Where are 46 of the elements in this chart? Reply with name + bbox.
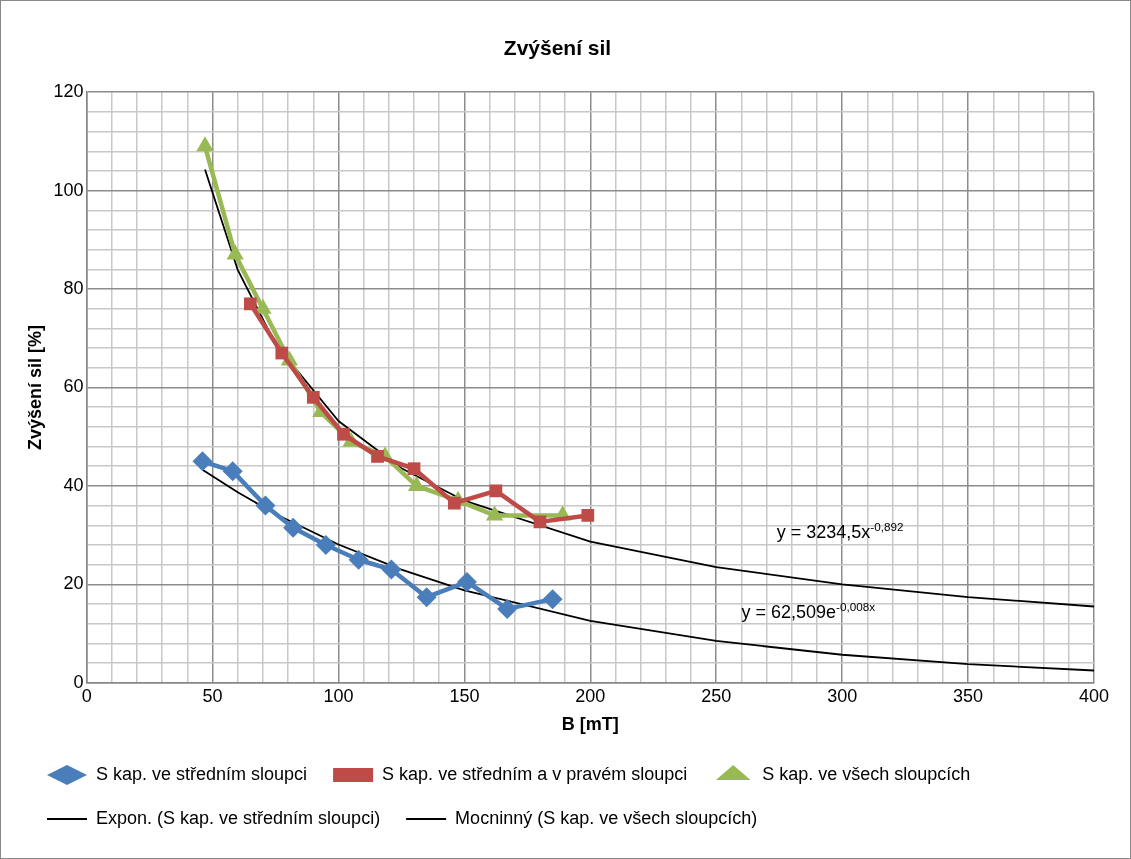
y-tick-label: 40 <box>63 474 84 495</box>
point <box>348 549 369 570</box>
point <box>581 509 595 522</box>
point <box>542 589 563 610</box>
point <box>337 427 350 441</box>
x-tick-label: 250 <box>701 685 732 706</box>
point <box>489 484 503 498</box>
point <box>416 587 437 608</box>
legend-label: S kap. ve středním a v pravém sloupci <box>382 763 688 784</box>
point <box>497 598 518 619</box>
y-tick-label: 60 <box>63 376 84 397</box>
point <box>255 495 276 516</box>
x-tick-label: 150 <box>449 685 480 706</box>
point <box>456 571 477 592</box>
y-tick-label: 20 <box>63 573 84 594</box>
legend-label: S kap. ve středním sloupci <box>96 763 308 784</box>
point <box>243 297 257 311</box>
point <box>447 496 461 510</box>
x-tick-label: 300 <box>827 685 858 706</box>
point <box>315 534 336 555</box>
point <box>381 559 402 580</box>
x-tick-label: 200 <box>575 685 606 706</box>
point <box>226 244 244 260</box>
x-tick-label: 350 <box>953 685 984 706</box>
x-tick-label: 50 <box>202 685 223 706</box>
y-axis-title: Zvýšení sil [%] <box>24 324 45 451</box>
point <box>533 515 547 529</box>
point <box>371 450 384 463</box>
x-tick-label: 400 <box>1078 685 1110 706</box>
y-tick-label: 0 <box>73 671 84 692</box>
point <box>196 136 214 152</box>
y-tick-label: 120 <box>53 81 84 102</box>
legend-label: S kap. ve všech sloupcích <box>762 763 971 784</box>
x-axis-title: B [mT] <box>561 714 619 735</box>
point <box>275 346 289 360</box>
y-tick-label: 100 <box>53 179 84 200</box>
point <box>283 517 304 538</box>
point <box>192 451 213 472</box>
x-tick-label: 100 <box>323 685 354 706</box>
point <box>306 390 320 404</box>
point <box>407 462 421 476</box>
point <box>222 461 243 482</box>
legend-label: Mocninný (S kap. ve všech sloupcích) <box>455 807 758 828</box>
chart-title: Zvýšení sil <box>503 36 612 60</box>
legend-label: Expon. (S kap. ve středním sloupci) <box>96 807 381 828</box>
y-tick-label: 80 <box>63 278 84 299</box>
